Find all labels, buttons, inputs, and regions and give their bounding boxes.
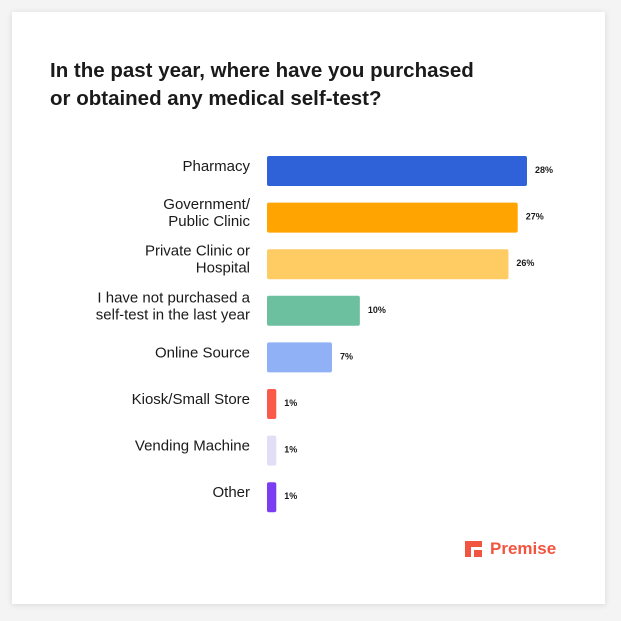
- value-label: 7%: [340, 352, 353, 362]
- brand: Premise: [490, 539, 556, 558]
- bar: [267, 482, 277, 513]
- value-label: 1%: [284, 492, 297, 502]
- logo: Premise: [465, 539, 556, 558]
- bar: [267, 295, 360, 326]
- logo-icon: [465, 541, 482, 557]
- bar: [267, 389, 277, 419]
- value-label: 27%: [526, 212, 544, 222]
- category-label: Other: [212, 484, 250, 501]
- chart-title: In the past year, where have you purchas…: [50, 59, 474, 110]
- bar: [267, 156, 527, 186]
- value-label: 1%: [284, 398, 297, 408]
- bar: [267, 435, 277, 466]
- bar: [267, 202, 518, 233]
- value-label: 10%: [368, 305, 386, 315]
- category-label: Government/Public Clinic: [163, 196, 251, 230]
- bar: [267, 249, 509, 280]
- category-label: Vending Machine: [135, 438, 250, 455]
- value-label: 28%: [535, 165, 553, 175]
- category-label: Pharmacy: [182, 158, 250, 175]
- value-label: 1%: [284, 445, 297, 455]
- value-label: 26%: [516, 259, 534, 269]
- category-label: Kiosk/Small Store: [132, 391, 250, 408]
- bar: [267, 342, 332, 373]
- category-label: I have not purchased a self-test in the l…: [96, 289, 251, 323]
- category-label: Online Source: [155, 344, 250, 361]
- category-label: Private Clinic or Hospital: [145, 243, 250, 277]
